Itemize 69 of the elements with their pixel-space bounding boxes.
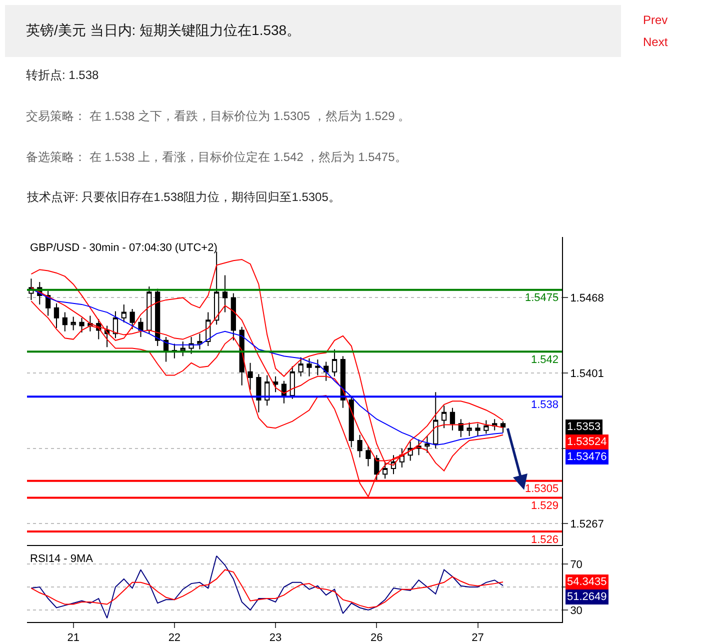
x-tick-label: 22 (168, 632, 181, 643)
candlestick (290, 366, 295, 400)
text: 1.53476 (567, 451, 607, 463)
candlestick (484, 420, 489, 434)
text: 英镑/美元 当日内: 短期关键阻力位在1.538。 (26, 22, 301, 38)
ref-line-label: 1.5475 (525, 292, 559, 304)
candlestick (458, 418, 464, 438)
x-tick-label: 21 (67, 632, 80, 643)
text: 51.2649 (567, 591, 607, 603)
candlestick (450, 407, 456, 431)
candlestick (424, 435, 430, 454)
text: 技术点评: 只要依旧存在1.538阻力位，期待回归至1.5305。 (26, 190, 340, 204)
candlestick (441, 405, 447, 429)
text: 交易策略： 在 1.538 之下，看跌，目标价位为 1.5305 ，然后为 1.529 。 (26, 109, 410, 123)
ref-line-label: 1.5305 (525, 483, 559, 495)
candlestick (324, 361, 329, 382)
candlestick (433, 392, 438, 449)
x-tick-label: 26 (370, 632, 383, 643)
ref-line-label: 1.542 (531, 354, 559, 366)
y-tick-label: 70 (570, 558, 582, 571)
candlestick (54, 302, 60, 329)
candlestick (138, 317, 144, 338)
candlestick (332, 348, 338, 377)
text: GBP/USD - 30min - 07:04:30 (UTC+2) (30, 242, 218, 254)
candlestick (146, 286, 152, 334)
ref-line-label: 1.529 (531, 500, 559, 512)
ref-line-label: 1.526 (531, 534, 559, 546)
candlestick (230, 292, 236, 341)
text: 转折点: 1.538 (26, 68, 100, 82)
candlestick (197, 333, 202, 350)
line-series (30, 555, 504, 619)
x-tick-label: 23 (269, 632, 282, 643)
candlestick (298, 356, 304, 377)
ref-line-label: 1.538 (531, 399, 559, 411)
candlestick (256, 374, 262, 413)
candlestick (248, 362, 253, 390)
candlestick (130, 308, 135, 330)
candlestick (315, 359, 320, 376)
text: 备选策略： 在 1.538 上，看涨，目标价位定在 1.542 ，然后为 1.5475。 (26, 150, 407, 164)
text: 1.5353 (567, 421, 601, 433)
candlestick (112, 310, 118, 339)
y-tick-label: 1.5401 (570, 368, 604, 380)
candlestick (155, 288, 160, 347)
chart-title: RSI14 - 9MA (30, 553, 94, 565)
candlestick (466, 422, 472, 436)
y-tick-label: 1.5267 (570, 518, 604, 530)
candlestick (79, 317, 84, 334)
candlestick (264, 374, 270, 406)
candlestick (366, 446, 371, 467)
y-tick-label: 30 (570, 604, 582, 617)
candlestick (357, 434, 362, 458)
text: Next (643, 35, 668, 49)
candlestick (70, 316, 76, 331)
candlestick (180, 341, 186, 357)
candlestick (500, 420, 506, 434)
candlestick (272, 376, 278, 393)
y-tick-label: 1.5468 (570, 292, 604, 305)
candlestick (222, 274, 228, 313)
text: 1.53524 (567, 436, 607, 448)
candlestick (475, 423, 480, 436)
candlestick (62, 312, 68, 332)
text: Prev (643, 13, 668, 27)
candlestick (121, 304, 126, 323)
candlestick (382, 461, 388, 480)
x-tick-label: 27 (472, 632, 484, 643)
line-series (30, 569, 504, 608)
candlestick (306, 358, 312, 377)
candlestick (348, 396, 354, 448)
text: 54.3435 (567, 576, 607, 588)
